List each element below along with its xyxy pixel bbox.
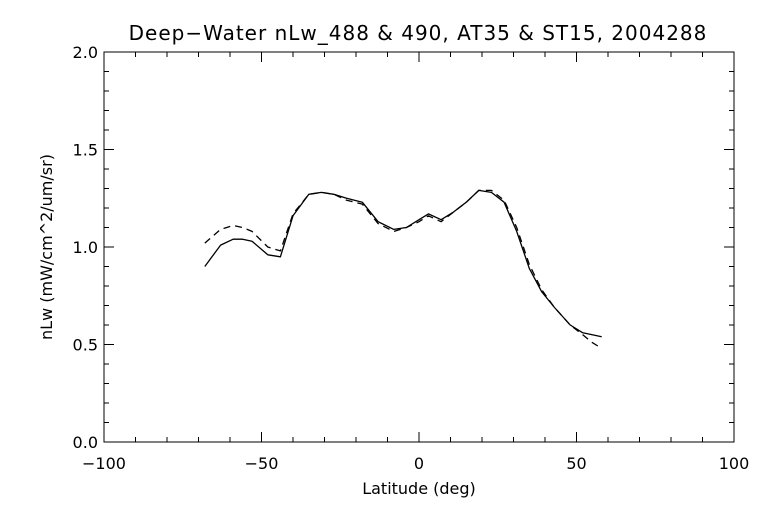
x-axis-label: Latitude (deg)	[362, 479, 476, 498]
x-tick-label: 0	[414, 454, 424, 473]
y-tick-label: 0.5	[73, 336, 98, 355]
x-tick-label: −50	[245, 454, 279, 473]
y-axis-label: nLw (mW/cm^2/um/sr)	[37, 154, 56, 340]
series-line-dashed	[204, 189, 603, 349]
plot-frame	[103, 51, 735, 443]
chart-title: Deep−Water nLw_488 & 490, AT35 & ST15, 2…	[129, 21, 708, 45]
y-tick-label: 1.5	[73, 141, 98, 160]
x-tick-label: 100	[719, 454, 750, 473]
x-tick-label: −100	[82, 454, 126, 473]
tick-labels: −100 −50 0 50 100 0.0 0.5 1.0 1.5 2.0	[73, 43, 750, 473]
axis-ticks	[103, 51, 735, 443]
x-tick-label: 50	[566, 454, 586, 473]
series-lines	[204, 189, 603, 349]
y-tick-label: 2.0	[73, 43, 98, 62]
y-tick-label: 1.0	[73, 238, 98, 257]
series-line-solid	[204, 189, 602, 338]
y-tick-label: 0.0	[73, 433, 98, 452]
